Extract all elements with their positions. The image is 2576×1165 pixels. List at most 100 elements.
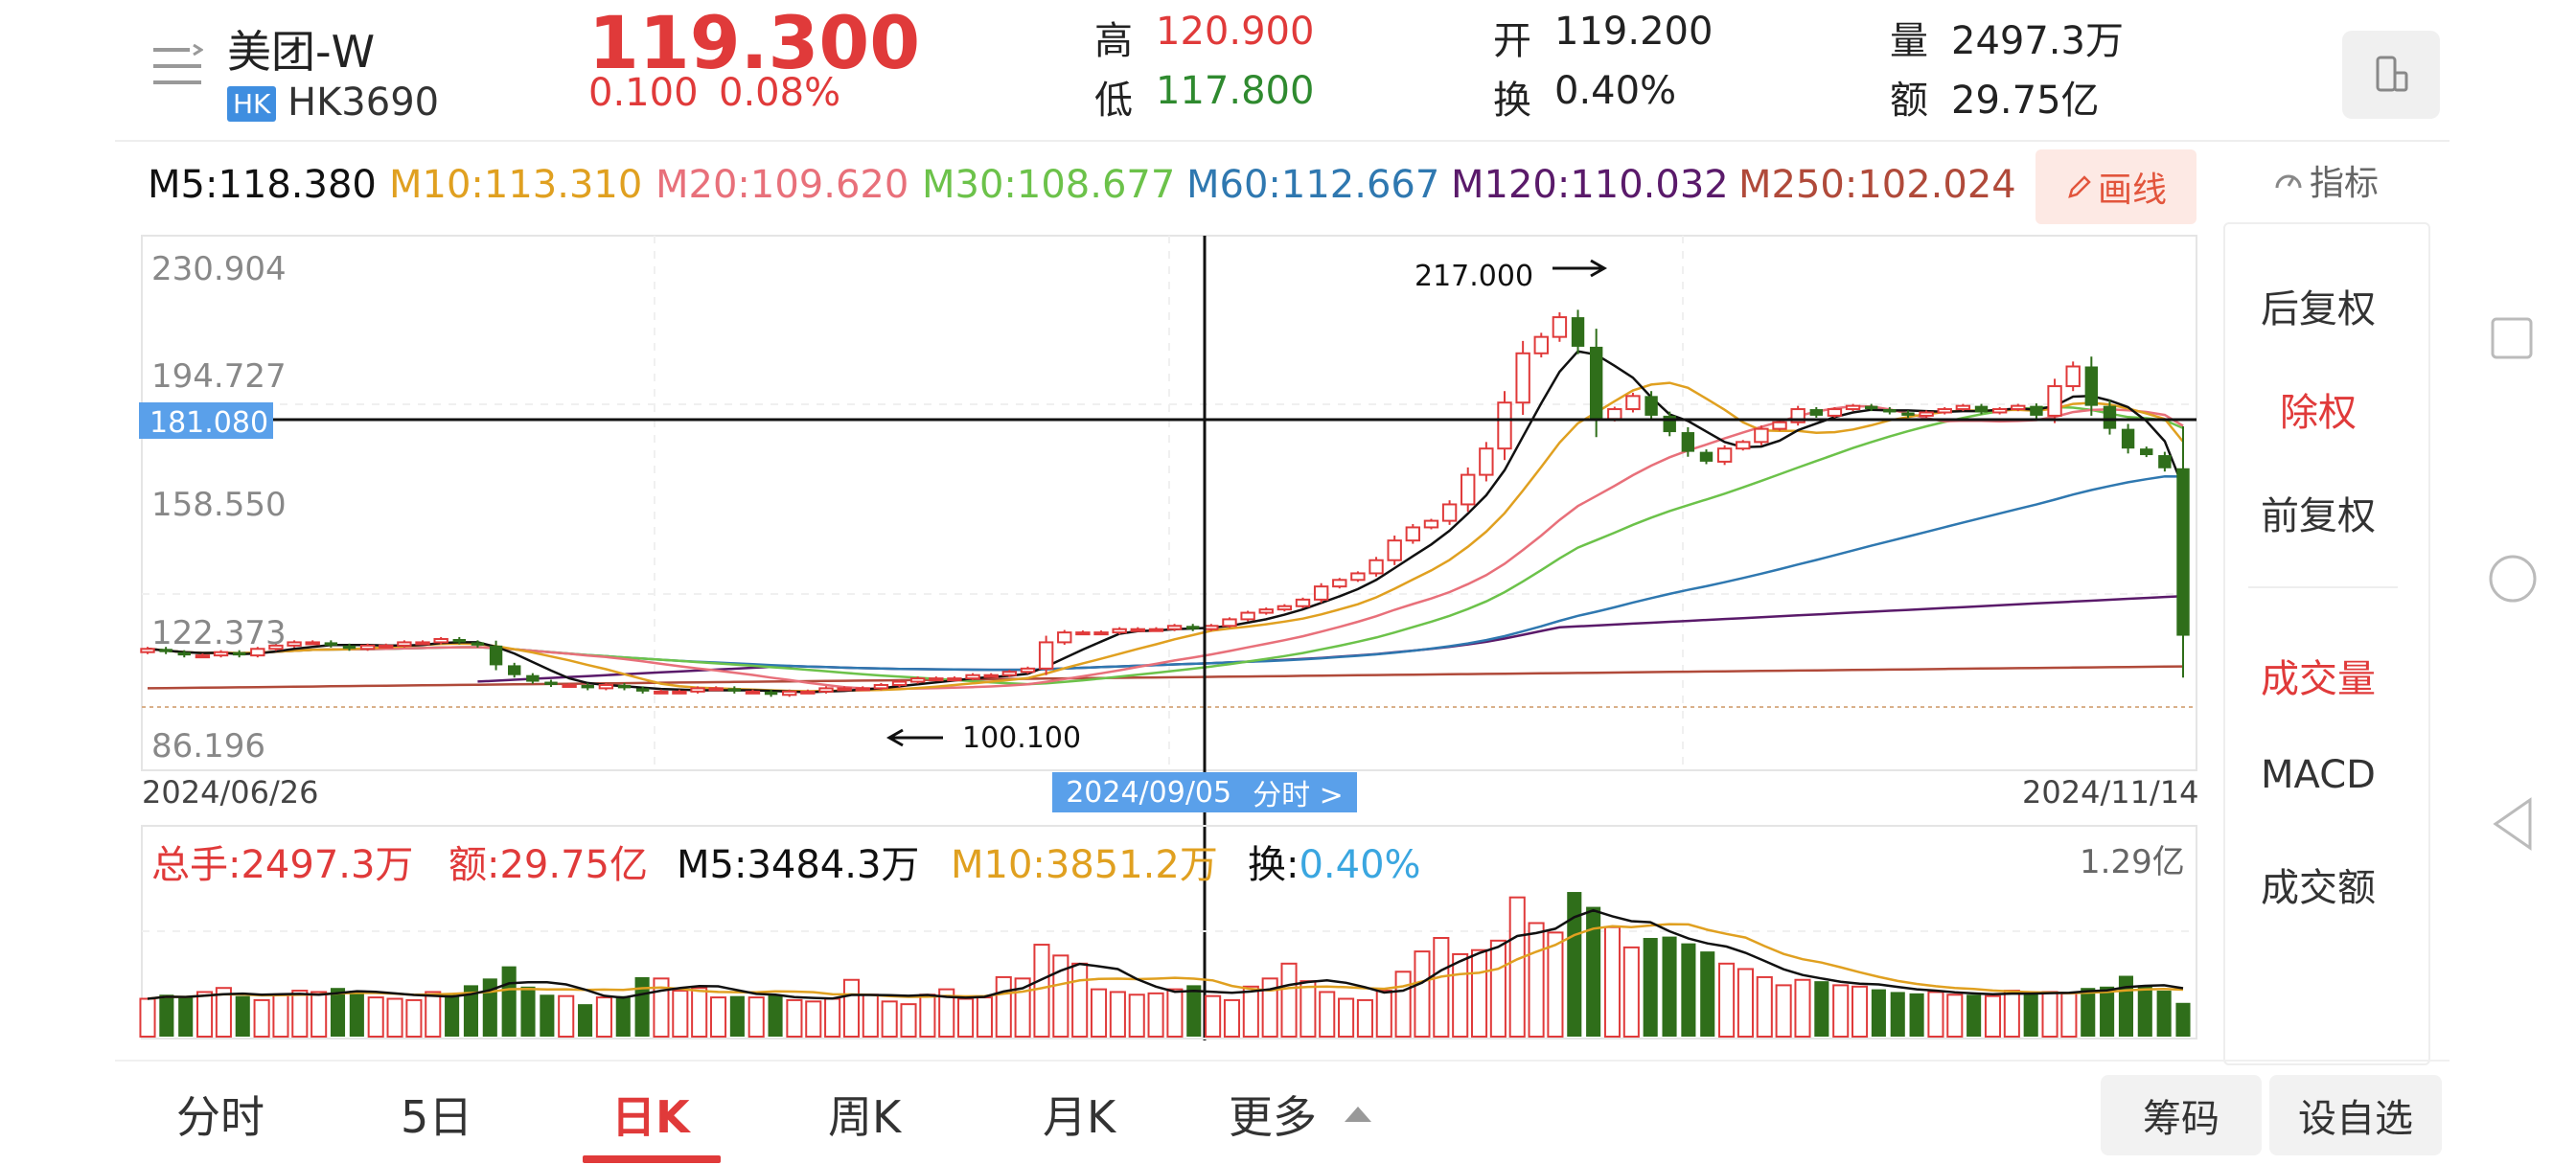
menu-icon[interactable] xyxy=(151,43,204,88)
candle-body xyxy=(379,644,394,649)
volume-chart[interactable] xyxy=(0,0,2204,1054)
candle xyxy=(1240,610,1255,622)
volume-bar xyxy=(1871,989,1886,1037)
volume-bar xyxy=(330,988,346,1037)
volume-bar xyxy=(1033,944,1050,1038)
candle-body xyxy=(1441,503,1458,522)
candle-body xyxy=(324,642,338,646)
candle xyxy=(2030,403,2043,419)
candle xyxy=(1075,630,1091,636)
ma20-label: M20:109.620 xyxy=(656,163,909,207)
candle-body xyxy=(1075,631,1091,636)
time-share-link[interactable]: 分时 > xyxy=(1253,779,1344,812)
tab-5-day[interactable]: 5日 xyxy=(401,1091,473,1143)
candle-body xyxy=(1387,539,1402,561)
volume-bar xyxy=(919,994,936,1038)
candle-body xyxy=(1883,409,1897,413)
candle-body xyxy=(1589,346,1603,420)
volume-bar xyxy=(159,994,174,1037)
candle-body xyxy=(1313,585,1329,601)
volume-max-label: 1.29亿 xyxy=(2080,843,2185,881)
candle xyxy=(708,686,724,692)
macd-indicator-option[interactable]: MACD xyxy=(2261,753,2376,797)
low-arrowhead xyxy=(886,728,904,747)
home-button[interactable] xyxy=(2488,554,2538,604)
back-adjust-option[interactable]: 后复权 xyxy=(2261,287,2376,331)
candle xyxy=(1827,407,1843,418)
indicator-button[interactable]: 指标 xyxy=(2271,155,2379,205)
candle-body xyxy=(1919,411,1934,417)
volume-bar xyxy=(578,1004,593,1037)
candle-body xyxy=(1809,409,1823,416)
ex-rights-option[interactable]: 除权 xyxy=(2280,391,2357,435)
recent-apps-button[interactable] xyxy=(2490,316,2534,360)
landscape-toggle-button[interactable] xyxy=(2342,31,2440,119)
crosshair-date-tag[interactable]: 2024/09/05 分时 > xyxy=(1052,772,1357,812)
candle xyxy=(598,682,614,691)
volume-bar xyxy=(1700,951,1715,1037)
volume-bar xyxy=(653,977,670,1038)
candle xyxy=(2140,446,2153,458)
candle-body xyxy=(1845,404,1861,411)
candle xyxy=(983,673,999,678)
candle-body xyxy=(1186,626,1200,629)
pencil-icon xyxy=(2068,175,2091,198)
volume-bar xyxy=(215,987,232,1039)
candle xyxy=(2011,403,2026,412)
volume-bar xyxy=(2081,988,2096,1037)
candle xyxy=(159,647,172,654)
market-badge: HK xyxy=(227,86,277,122)
candle-body xyxy=(250,648,265,657)
candle-body xyxy=(452,638,466,643)
volume-bar xyxy=(2118,975,2133,1037)
candle xyxy=(2121,423,2135,454)
candle xyxy=(1991,407,2008,415)
volume-bar xyxy=(595,996,612,1039)
volume-bar xyxy=(425,991,442,1039)
tab-more[interactable]: 更多 xyxy=(1229,1083,1374,1146)
volume-bar xyxy=(196,991,214,1039)
back-button[interactable] xyxy=(2492,797,2534,851)
volume-bar xyxy=(1775,984,1792,1038)
candle-body xyxy=(359,644,376,651)
candle xyxy=(1736,440,1751,451)
candle xyxy=(1716,445,1733,466)
tab-monthly-k[interactable]: 月K xyxy=(1043,1091,1116,1143)
volume-bar xyxy=(501,966,517,1037)
candle xyxy=(1865,403,1878,412)
volume-indicator-option[interactable]: 成交量 xyxy=(2261,657,2376,701)
price-change: 0.100 xyxy=(588,71,699,115)
volume-bar xyxy=(1205,994,1222,1039)
chips-button[interactable]: 筹码 xyxy=(2101,1075,2262,1155)
candle-body xyxy=(1974,405,1989,413)
candle-body xyxy=(1515,352,1530,404)
ma250-line xyxy=(147,665,2184,690)
candlestick-chart[interactable]: 230.904 194.727 158.550 122.373 86.196 1… xyxy=(0,0,2204,1054)
volume-bar xyxy=(463,985,479,1037)
candle xyxy=(2047,378,2062,423)
volume-m5: M5:3484.3万 xyxy=(677,843,920,887)
candle xyxy=(287,640,302,648)
amount-indicator-option[interactable]: 成交额 xyxy=(2261,866,2376,910)
candle-body xyxy=(727,688,742,692)
volume-bar xyxy=(748,996,765,1039)
volume-bar xyxy=(2023,992,2038,1037)
ma5-line xyxy=(147,350,2185,694)
crosshair-date: 2024/09/05 xyxy=(1066,775,1232,810)
forward-adjust-option[interactable]: 前复权 xyxy=(2261,494,2376,538)
candle-body xyxy=(855,687,870,692)
draw-line-button[interactable]: 画线 xyxy=(2036,149,2196,224)
tab-weekly-k[interactable]: 周K xyxy=(828,1091,902,1143)
candle-body xyxy=(1350,572,1366,582)
candle xyxy=(1460,467,1476,513)
candle-body xyxy=(1479,447,1494,476)
add-watchlist-button[interactable]: 设自选 xyxy=(2269,1075,2442,1155)
candle xyxy=(1515,340,1530,416)
tab-time-share[interactable]: 分时 xyxy=(176,1091,264,1143)
candle-body xyxy=(800,690,816,695)
tab-daily-k[interactable]: 日K xyxy=(611,1091,690,1143)
candle xyxy=(782,689,797,697)
candle xyxy=(452,636,466,645)
candle xyxy=(1148,627,1164,632)
candle-body xyxy=(544,681,558,685)
